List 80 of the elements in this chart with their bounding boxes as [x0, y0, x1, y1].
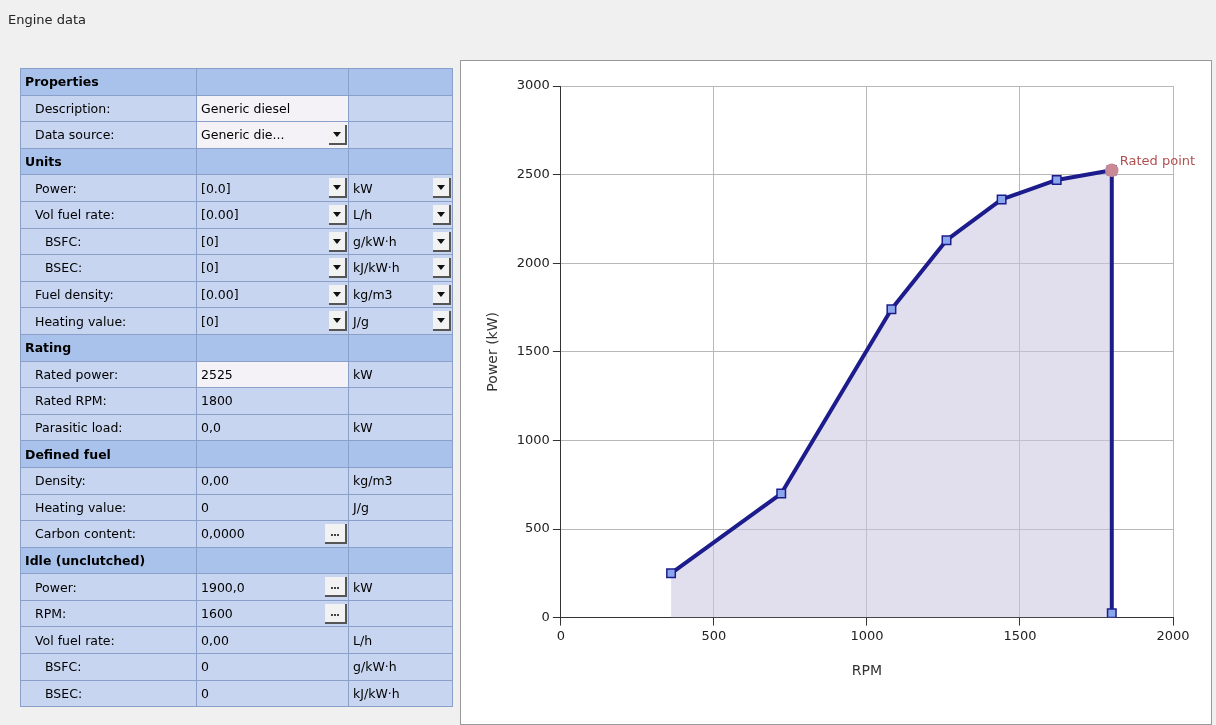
text: Carbon content:	[35, 526, 137, 542]
text: kW	[353, 420, 373, 436]
x-tick-label: 0	[556, 627, 566, 643]
x-tick-label: 500	[701, 627, 727, 643]
text: Properties	[25, 74, 99, 90]
text: 2525	[201, 366, 233, 382]
x-tick-label: 1500	[1003, 627, 1037, 643]
text: Parasitic load:	[35, 420, 123, 436]
y-tick-label: 3000	[516, 77, 550, 93]
text: [0]	[201, 233, 219, 249]
text: [0]	[201, 313, 219, 329]
text: L/h	[353, 632, 373, 648]
text: Rated power:	[35, 366, 119, 382]
point	[1051, 174, 1062, 185]
text: 1800	[201, 393, 233, 409]
text: 1900,0	[201, 579, 245, 595]
point	[886, 304, 897, 315]
text: Fuel density:	[35, 287, 114, 303]
text: BSFC:	[45, 233, 82, 249]
text: 0	[201, 499, 209, 515]
x-tick-label: 1000	[850, 627, 884, 643]
text: Heating value:	[35, 313, 127, 329]
text: J/g	[353, 313, 369, 329]
text: kJ/kW·h	[353, 685, 400, 701]
text: kW	[353, 366, 373, 382]
point	[996, 194, 1007, 205]
text: Vol fuel rate:	[35, 207, 115, 223]
text: BSEC:	[45, 685, 83, 701]
text: Defined fuel	[25, 446, 111, 462]
annotation: Rated point	[1119, 153, 1196, 169]
text: 0	[201, 659, 209, 675]
text: [0.00]	[201, 287, 239, 303]
text: Heating value:	[35, 499, 127, 515]
text: Engine data	[8, 12, 86, 27]
text: 0,0	[201, 420, 221, 436]
text: kg/m3	[353, 287, 393, 303]
point	[941, 235, 952, 246]
text: Generic diesel	[201, 100, 291, 116]
text: 0,00	[201, 473, 229, 489]
text: L/h	[353, 207, 373, 223]
point	[776, 488, 787, 499]
text: J/g	[353, 499, 369, 515]
text: Power:	[35, 180, 77, 196]
text: g/kW·h	[353, 233, 397, 249]
text: Vol fuel rate:	[35, 632, 115, 648]
text: Rating	[25, 340, 72, 356]
y-tick-label: 1500	[516, 343, 550, 359]
text: [0]	[201, 260, 219, 276]
point	[1106, 608, 1117, 618]
text: Density:	[35, 473, 86, 489]
text: kJ/kW·h	[353, 260, 400, 276]
text: g/kW·h	[353, 659, 397, 675]
text: 0,00	[201, 632, 229, 648]
y-axis-title: Power (kW)	[484, 311, 501, 392]
text: [0.0]	[201, 180, 231, 196]
text: Units	[25, 154, 62, 170]
text: Rated RPM:	[35, 393, 107, 409]
text: Idle (unclutched)	[25, 552, 146, 568]
y-tick-label: 2000	[516, 254, 550, 270]
text: kg/m3	[353, 473, 393, 489]
text: 0	[201, 685, 209, 701]
text: RPM:	[35, 606, 67, 622]
text: kW	[353, 579, 373, 595]
text: 1600	[201, 606, 233, 622]
x-tick-label: 2000	[1156, 627, 1190, 643]
y-tick-label: 2500	[516, 165, 550, 181]
text: Power:	[35, 579, 77, 595]
text: BSFC:	[45, 659, 82, 675]
text: Generic die...	[201, 127, 285, 143]
text: Data source:	[35, 127, 115, 143]
point	[666, 568, 677, 579]
x-axis-title: RPM	[851, 662, 883, 679]
y-tick-label: 500	[525, 520, 550, 536]
text: 0,0000	[201, 526, 245, 542]
text: [0.00]	[201, 207, 239, 223]
text: kW	[353, 180, 373, 196]
y-tick-label: 0	[541, 608, 550, 624]
text: BSEC:	[45, 260, 83, 276]
y-tick-label: 1000	[516, 431, 550, 447]
text: Description:	[35, 100, 111, 116]
